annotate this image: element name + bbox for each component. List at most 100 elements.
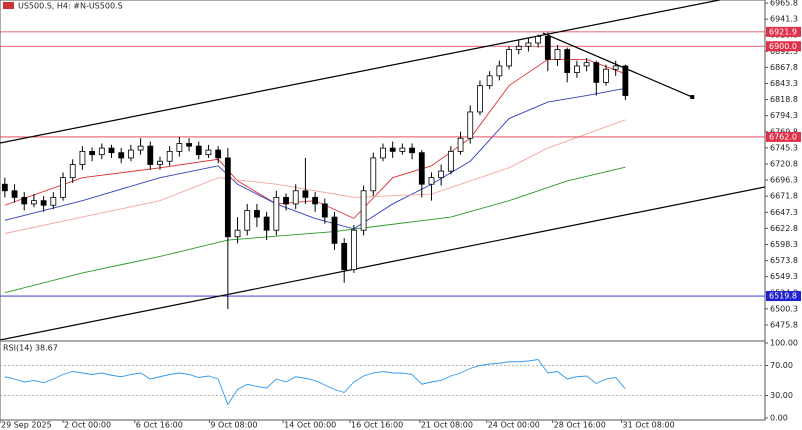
candle-body	[593, 62, 600, 83]
x-tick-label: 6 Oct 16:00	[136, 421, 183, 430]
candle-body	[447, 150, 454, 172]
x-tick-label: 9 Oct 08:00	[210, 421, 257, 430]
candle-body	[89, 150, 96, 156]
candle-body	[554, 49, 561, 60]
candle-body	[477, 85, 483, 113]
rsi-tick-label: 30.00	[770, 391, 793, 400]
candle-body	[360, 190, 367, 231]
level-label: 6762.0	[769, 132, 797, 141]
candle-body	[622, 65, 629, 96]
candle-body	[428, 177, 435, 185]
candle-body	[118, 152, 125, 159]
y-tick-label: 6573.8	[770, 256, 798, 265]
x-tick-label: 16 Oct 16:00	[351, 421, 403, 430]
candle-body	[21, 196, 28, 205]
candle-body	[574, 65, 580, 73]
candle-body	[341, 242, 348, 271]
candle-body	[283, 196, 289, 205]
x-tick-label: 31 Oct 08:00	[623, 421, 675, 430]
candle-body	[50, 196, 57, 206]
level-label: 6900.0	[769, 42, 797, 51]
candle-body	[525, 42, 532, 47]
candle-body	[535, 35, 542, 44]
candle-body	[612, 65, 619, 70]
level-label-bg	[766, 26, 801, 37]
candle-body	[603, 68, 609, 83]
candle-body	[389, 147, 396, 152]
y-tick-label: 6818.8	[770, 95, 798, 104]
candle-body	[583, 62, 590, 67]
candle-body	[11, 190, 18, 198]
candle-body	[399, 147, 406, 152]
x-tick-label: 14 Oct 00:00	[284, 421, 336, 430]
y-tick-label: 6867.8	[770, 63, 798, 72]
x-tick-label: 21 Oct 08:00	[421, 421, 473, 430]
candle-body	[147, 145, 154, 165]
y-tick-label: 6769.8	[770, 127, 798, 136]
x-tick-label: 24 Oct 00:00	[488, 421, 540, 430]
candle-body	[224, 157, 231, 238]
y-tick-label: 6696.3	[770, 176, 798, 185]
y-tick-label: 6965.8	[770, 0, 798, 8]
candle-body	[544, 35, 551, 60]
price-panel	[0, 0, 765, 340]
rsi-tick-label: 100.00	[770, 339, 798, 348]
candle-body	[166, 150, 173, 162]
candle-body	[331, 216, 338, 244]
plot-frame	[0, 0, 766, 421]
candle-body	[31, 200, 37, 205]
y-tick-label: 6622.8	[770, 224, 798, 233]
candle-body	[137, 145, 144, 151]
x-tick-label: 2 Oct 00:00	[64, 421, 111, 430]
y-tick-label: 6941.3	[770, 15, 798, 24]
trendline	[0, 0, 720, 144]
candle-body	[69, 164, 76, 179]
candle-body	[418, 152, 425, 185]
candle-body	[1, 183, 8, 192]
x-tick-label: 28 Oct 16:00	[554, 421, 606, 430]
candle-body	[506, 49, 512, 67]
candle-body	[98, 147, 105, 156]
candle-body	[438, 170, 445, 179]
chart-title: US500.S, H4: #N-US500.S	[18, 2, 123, 11]
rsi-line	[4, 359, 626, 406]
y-tick-label: 6500.3	[770, 304, 798, 313]
y-tick-label: 6892.3	[770, 47, 798, 56]
candle-body	[205, 149, 212, 156]
candle-body	[127, 149, 134, 159]
candle-body	[60, 177, 66, 198]
candle-body	[108, 147, 115, 154]
y-tick-label: 6794.3	[770, 111, 798, 120]
candle-body	[370, 157, 377, 192]
candle-body	[486, 75, 493, 87]
trendline	[0, 186, 765, 340]
candle-body	[380, 147, 386, 159]
candle-body	[195, 145, 202, 156]
rsi-title: RSI(14) 38.67	[3, 344, 58, 353]
candle-body	[409, 147, 415, 154]
candle-body	[79, 150, 86, 165]
level-label-bg	[766, 41, 801, 52]
candle-body	[244, 210, 251, 231]
candle-body	[263, 216, 270, 231]
x-tick-label: 29 Sep 2025	[1, 421, 52, 430]
candle-body	[564, 49, 571, 73]
candle-body	[176, 143, 183, 152]
candle-body	[186, 143, 192, 147]
candle-body	[234, 229, 241, 238]
y-tick-label: 6745.3	[770, 143, 798, 152]
y-tick-label: 6549.3	[770, 272, 798, 281]
y-tick-label: 6671.8	[770, 192, 798, 201]
candle-body	[515, 45, 522, 50]
candle-body	[312, 196, 319, 205]
candle-body	[215, 149, 222, 159]
y-tick-label: 6843.3	[770, 79, 798, 88]
rsi-panel	[0, 359, 765, 406]
moving-average	[4, 119, 626, 234]
level-label: 6519.8	[769, 292, 797, 301]
y-tick-label: 6475.8	[770, 320, 798, 329]
candle-body	[496, 65, 503, 77]
moving-average	[4, 58, 626, 219]
y-tick-label: 6647.3	[770, 208, 798, 217]
level-label-bg	[766, 131, 801, 142]
